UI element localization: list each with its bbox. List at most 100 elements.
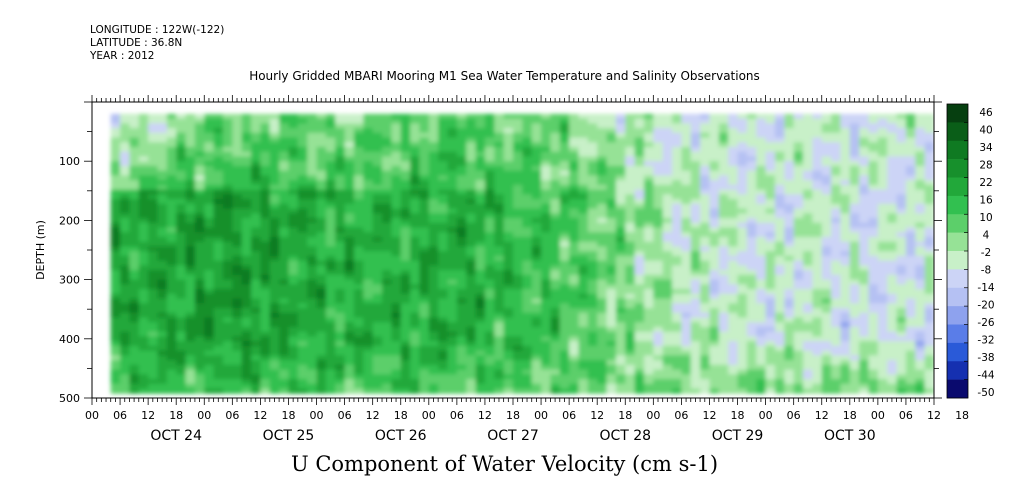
heat-cell [213,128,224,134]
heat-cell [859,317,870,323]
heat-cell [718,336,729,342]
heat-cell [251,137,261,143]
heat-cell [110,355,121,361]
heat-cell [831,341,842,347]
heat-cell [344,199,355,205]
heat-cell [363,142,374,148]
heat-cell [110,208,121,214]
heat-cell [784,360,795,366]
heat-cell [746,308,757,314]
heat-cell [400,308,411,314]
heat-cell [213,289,224,295]
heat-cell [251,123,261,129]
heat-cell [456,312,467,319]
heat-cell [559,232,570,238]
heat-cell [475,142,486,148]
heat-cell [400,341,411,347]
heat-cell [269,350,280,356]
heat-cell [662,360,673,366]
heat-cell [475,199,486,205]
heat-cell [522,227,533,233]
heat-cell [335,137,346,143]
heat-cell [803,165,813,172]
heat-cell [690,364,701,371]
heat-cell [316,345,327,352]
heat-cell [531,341,542,347]
heat-cell [222,265,233,271]
heat-cell [840,270,851,276]
heat-cell [475,379,486,385]
heat-cell [213,308,224,314]
heat-cell [643,142,654,148]
heat-cell [466,308,477,314]
heat-cell [494,180,505,186]
heat-cell [484,118,495,124]
heat-cell [176,251,187,257]
heat-cell [690,118,701,124]
heat-cell [709,355,720,361]
heat-cell [887,251,898,257]
heat-cell [625,350,636,356]
heat-cell [410,184,421,191]
heat-cell [831,331,842,338]
heat-cell [643,184,654,191]
heat-cell [120,156,131,162]
heat-cell [606,369,617,375]
heat-cell [569,132,580,139]
heat-cell [419,388,430,394]
heat-cell [325,180,336,186]
heat-cell [166,251,177,257]
heat-cell [335,336,346,342]
heat-cell [541,355,552,361]
heat-cell [578,161,589,167]
heat-cell [662,284,673,290]
heat-cell [232,279,243,285]
heat-cell [541,383,552,390]
heat-cell [578,260,589,266]
heat-cell [774,199,785,205]
heat-cell [176,137,187,143]
heat-cell [466,132,477,139]
heat-cell [438,246,449,252]
heat-cell [812,241,823,248]
heat-cell [672,293,682,300]
heat-cell [297,161,308,167]
heat-cell [204,151,215,158]
heat-cell [419,246,430,252]
heat-cell [484,312,495,319]
heat-cell [157,270,168,276]
heat-cell [335,317,346,323]
heat-cell [382,331,392,338]
heat-cell [513,156,523,162]
heat-cell [138,379,149,385]
heat-cell [625,180,636,186]
heat-cell [129,383,140,390]
heat-cell [615,284,626,290]
heat-cell [859,364,870,371]
heat-cell [428,350,439,356]
heat-cell [690,236,701,243]
heat-cell [803,293,813,300]
heat-cell [653,293,664,300]
heat-cell [316,170,327,177]
heat-cell [709,118,720,124]
heat-cell [896,218,907,224]
heat-cell [428,331,439,338]
heat-cell [859,165,870,172]
heat-cell [466,227,477,233]
heat-cell [578,289,589,295]
heat-cell [297,303,308,309]
heat-cell [279,180,290,186]
heat-cell [204,303,215,309]
heat-cell [185,156,196,162]
heat-cell [157,203,168,210]
heat-cell [700,203,711,210]
heat-cell [148,251,159,257]
heat-cell [204,218,215,224]
heat-cell [335,132,346,139]
heat-cell [279,161,290,167]
heat-cell [550,293,561,300]
heat-cell [709,227,720,233]
heat-cell [251,165,261,172]
heat-cell [484,379,495,385]
